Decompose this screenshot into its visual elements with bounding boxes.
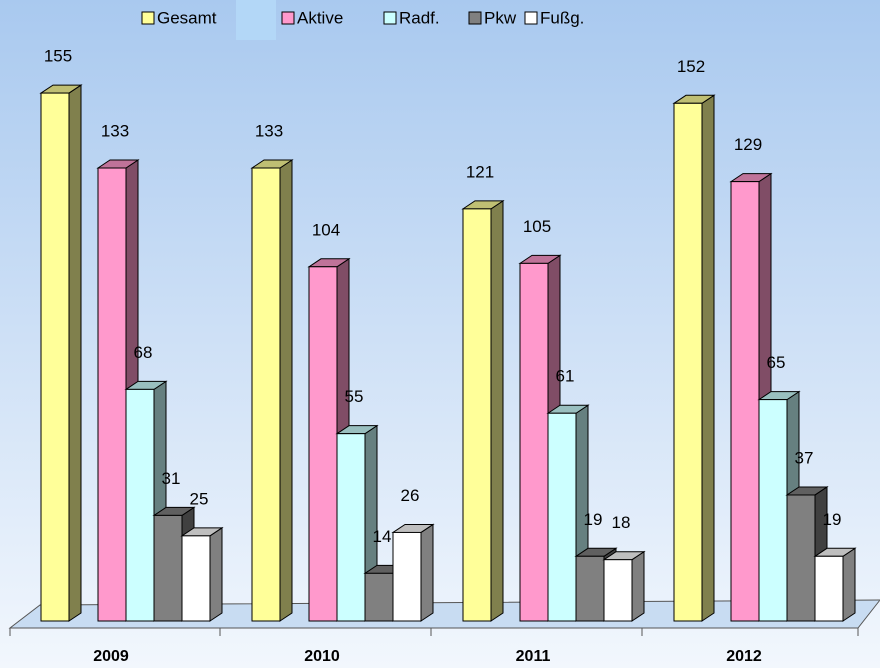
x-tick-label: 2009 (93, 648, 129, 665)
data-label: 133 (255, 121, 283, 140)
data-label: 25 (190, 489, 209, 508)
data-label: 68 (134, 343, 153, 362)
data-label: 14 (373, 527, 392, 546)
data-label: 19 (823, 510, 842, 529)
bar-side (279, 159, 293, 622)
bar (153, 514, 183, 622)
legend-swatch (383, 11, 397, 25)
bar-side (701, 94, 715, 622)
data-label: 152 (677, 57, 705, 76)
floor-ticks (9, 628, 859, 636)
data-label: 19 (584, 510, 603, 529)
data-label: 31 (162, 469, 181, 488)
data-label: 129 (734, 135, 762, 154)
bar (547, 412, 577, 622)
bar (786, 494, 816, 622)
legend-label: Radf. (399, 8, 440, 27)
bar (364, 572, 394, 622)
x-tick-label: 2012 (726, 648, 762, 665)
legend-label: Gesamt (157, 8, 217, 27)
legend-label: Fußg. (540, 8, 584, 27)
bar (251, 167, 281, 622)
bar (730, 181, 760, 622)
data-label: 61 (556, 367, 575, 386)
bar-side (842, 547, 856, 622)
bar-side (631, 550, 645, 622)
data-label: 18 (612, 513, 631, 532)
data-label: 26 (401, 486, 420, 505)
legend-highlight (236, 0, 276, 40)
bar (392, 531, 422, 622)
data-label: 155 (44, 47, 72, 66)
bar (603, 559, 633, 622)
bar (462, 208, 492, 622)
bar (575, 555, 605, 622)
data-label: 65 (767, 353, 786, 372)
bar-side (209, 526, 223, 622)
bar (181, 535, 211, 622)
bar (814, 555, 844, 622)
bar (308, 266, 338, 622)
x-tick-label: 2010 (304, 648, 340, 665)
data-label: 55 (345, 387, 364, 406)
data-label: 121 (466, 162, 494, 181)
bar (336, 433, 366, 622)
bar (125, 388, 155, 622)
floor (8, 599, 880, 629)
data-label: 104 (312, 220, 340, 239)
legend-swatch (468, 11, 482, 25)
bar-side (68, 84, 82, 622)
x-tick-label: 2011 (516, 648, 551, 665)
legend-label: Aktive (297, 8, 343, 27)
bar (40, 92, 70, 622)
legend-swatch (281, 11, 295, 25)
legend-label: Pkw (484, 8, 517, 27)
data-label: 133 (101, 121, 129, 140)
legend-swatch (141, 11, 155, 25)
data-label: 37 (795, 448, 814, 467)
bar-side (420, 523, 434, 622)
legend-swatch (524, 11, 538, 25)
bar-side (490, 199, 504, 622)
bar (97, 167, 127, 622)
bar (758, 399, 788, 622)
bar (673, 102, 703, 622)
data-label: 105 (523, 217, 551, 236)
bar (519, 262, 549, 622)
